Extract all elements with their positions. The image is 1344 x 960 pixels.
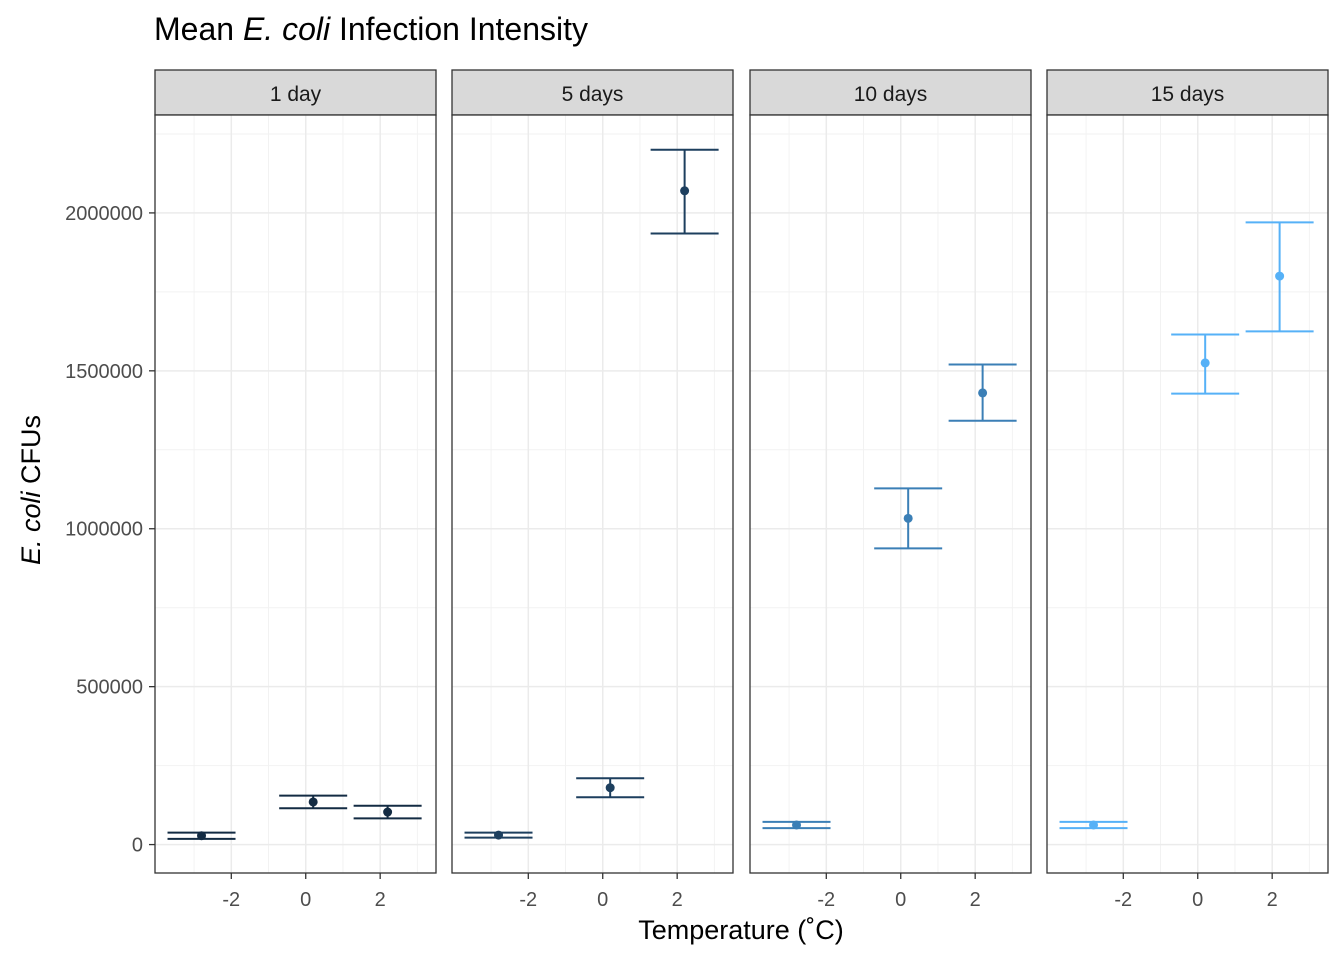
panel-border <box>749 114 1032 874</box>
facet-panel: 15 days -2 0 2 <box>1046 69 1329 911</box>
y-axis-title-italic: E. coli <box>16 490 46 565</box>
x-tick-label: 2 <box>970 889 981 911</box>
data-point-group <box>1171 333 1240 395</box>
x-axis-title: Temperature (˚C) <box>638 915 844 945</box>
data-point <box>680 186 690 196</box>
y-tick-label: 500000 <box>76 677 143 699</box>
data-point <box>494 830 504 840</box>
facet-strip <box>749 69 1032 116</box>
facet-panels: 1 day -2 0 2 5 days -2 0 2 10 days -2 0 2 15 days -2 0… <box>154 69 1329 911</box>
data-point-group <box>948 363 1017 422</box>
x-tick-label: -2 <box>222 889 240 911</box>
x-tick-label: 0 <box>597 889 608 911</box>
x-tick-label: 0 <box>1192 889 1203 911</box>
data-point-group <box>1059 820 1128 830</box>
y-axis-title: E. coli CFUs <box>16 415 46 565</box>
facet-strip-label: 10 days <box>854 83 928 106</box>
data-point <box>1200 358 1210 368</box>
x-tick-label: -2 <box>519 889 537 911</box>
data-point <box>197 831 207 841</box>
data-point-group <box>576 777 645 799</box>
chart-title-prefix: Mean <box>154 11 243 47</box>
data-point-group <box>650 148 719 235</box>
chart-title-suffix: Infection Intensity <box>330 11 588 47</box>
panel-border <box>451 114 734 874</box>
data-point <box>1275 271 1285 281</box>
data-point-group <box>464 830 533 840</box>
x-tick-label: 2 <box>375 889 386 911</box>
y-axis: 0 500000 1000000 1500000 2000000 <box>65 203 155 857</box>
x-tick-label: -2 <box>1114 889 1132 911</box>
facet-strip-label: 5 days <box>562 83 624 106</box>
facet-panel: 5 days -2 0 2 <box>451 69 734 911</box>
chart-title: Mean E. coli Infection Intensity <box>154 11 588 47</box>
facet-strip <box>1046 69 1329 116</box>
data-point <box>1089 820 1099 830</box>
y-tick-label: 2000000 <box>65 203 143 225</box>
data-point-group <box>874 487 943 550</box>
x-tick-label: 2 <box>672 889 683 911</box>
x-tick-label: -2 <box>817 889 835 911</box>
facet-strip-label: 15 days <box>1151 83 1225 106</box>
data-point-group <box>167 831 236 841</box>
data-point-group <box>1245 221 1314 333</box>
data-point-group <box>762 820 831 830</box>
data-point <box>792 820 802 830</box>
panel-background <box>452 115 733 873</box>
x-tick-label: 0 <box>300 889 311 911</box>
data-point <box>978 388 988 398</box>
y-tick-label: 1500000 <box>65 361 143 383</box>
data-point <box>308 797 318 807</box>
data-point <box>383 807 393 817</box>
chart-title-italic: E. coli <box>243 11 331 47</box>
x-tick-label: 2 <box>1267 889 1278 911</box>
facet-strip-label: 1 day <box>270 83 322 106</box>
facet-panel: 1 day -2 0 2 <box>154 69 437 911</box>
data-point <box>605 783 615 793</box>
facet-strip <box>154 69 437 116</box>
data-point-group <box>353 804 422 820</box>
data-point <box>903 513 913 523</box>
data-point-group <box>279 794 348 810</box>
panel-border <box>154 114 437 874</box>
panel-background <box>155 115 436 873</box>
panel-background <box>1047 115 1328 873</box>
y-axis-title-suffix: CFUs <box>16 415 46 492</box>
panel-background <box>750 115 1031 873</box>
facet-strip <box>451 69 734 116</box>
facet-panel: 10 days -2 0 2 <box>749 69 1032 911</box>
y-tick-label: 0 <box>132 835 143 857</box>
y-tick-label: 1000000 <box>65 519 143 541</box>
panel-border <box>1046 114 1329 874</box>
x-tick-label: 0 <box>895 889 906 911</box>
